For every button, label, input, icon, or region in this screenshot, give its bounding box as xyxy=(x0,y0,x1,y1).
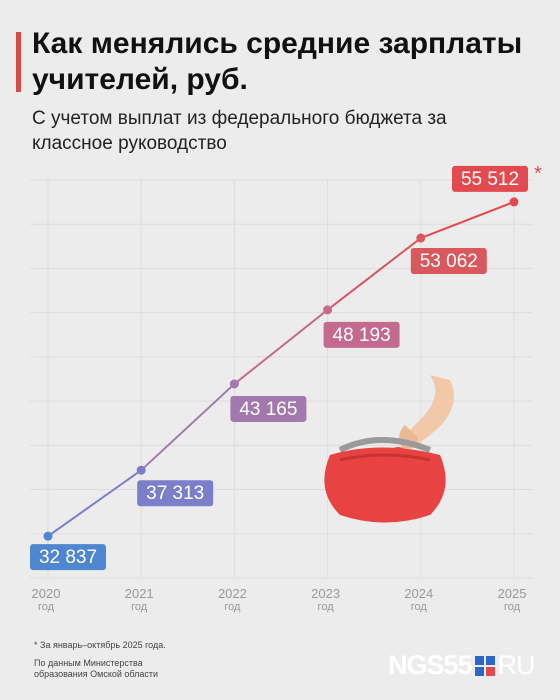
data-label: 43 165 xyxy=(239,399,297,420)
data-label: 55 512 xyxy=(461,169,519,190)
logo-text-right: RU xyxy=(497,650,536,680)
data-label-background xyxy=(30,544,106,571)
series-line-segment xyxy=(233,309,329,385)
data-point xyxy=(229,379,239,389)
logo-square xyxy=(485,655,495,665)
chart-x-axis: 2020год2021год2022год2023год2024год2025г… xyxy=(32,586,527,613)
x-tick-unit: год xyxy=(224,601,241,613)
series-line-segment xyxy=(326,237,422,311)
x-tick-unit: год xyxy=(411,601,428,613)
purse-illustration xyxy=(324,375,454,523)
x-tick-label: 2020 xyxy=(32,586,61,601)
data-point xyxy=(416,233,426,243)
x-tick-unit: год xyxy=(318,601,335,613)
x-tick-unit: год xyxy=(38,601,55,613)
data-point xyxy=(323,305,333,315)
data-source-note: По данным Министерства образования Омско… xyxy=(34,658,159,679)
x-tick-label: 2022 xyxy=(218,586,247,601)
data-point xyxy=(509,197,519,207)
data-label-background xyxy=(137,480,214,507)
footnote-asterisk: * xyxy=(534,163,542,185)
x-tick-unit: год xyxy=(504,601,521,613)
data-label: 48 193 xyxy=(333,325,391,346)
salary-line-chart: 32 837 37 313 43 165 48 193 53 062 55 512 * 20… xyxy=(30,163,542,613)
data-label-background xyxy=(323,321,400,348)
logo-text-left: NGS55 xyxy=(388,650,473,680)
data-label-background xyxy=(410,248,487,275)
series-line-segment xyxy=(420,201,515,239)
logo-squares-icon xyxy=(474,655,495,676)
data-label-background xyxy=(230,395,307,422)
data-label: 32 837 xyxy=(39,547,97,568)
logo-square xyxy=(485,666,495,676)
data-label: 37 313 xyxy=(146,483,204,504)
x-tick-label: 2025 xyxy=(498,586,527,601)
series-line-segment xyxy=(47,469,142,537)
series-line-segment xyxy=(140,383,236,471)
x-tick-unit: год xyxy=(131,601,148,613)
ngs55-logo[interactable]: NGS55 RU xyxy=(388,650,536,681)
page-subtitle: С учетом выплат из федерального бюджета … xyxy=(32,108,447,154)
logo-square xyxy=(474,666,484,676)
data-label: 53 062 xyxy=(420,251,478,272)
x-tick-label: 2021 xyxy=(125,586,154,601)
page-title: Как менялись средние зарплаты учителей, … xyxy=(32,27,523,96)
footnote: * За январь–октябрь 2025 года. xyxy=(34,640,166,650)
data-point xyxy=(136,465,146,475)
data-point xyxy=(43,531,53,541)
x-tick-label: 2024 xyxy=(404,586,433,601)
logo-square xyxy=(474,655,484,665)
title-accent-bar xyxy=(16,32,21,92)
x-tick-label: 2023 xyxy=(311,586,340,601)
chart-series: 32 837 37 313 43 165 48 193 53 062 55 512 * xyxy=(30,163,542,571)
data-label-background xyxy=(452,165,528,192)
